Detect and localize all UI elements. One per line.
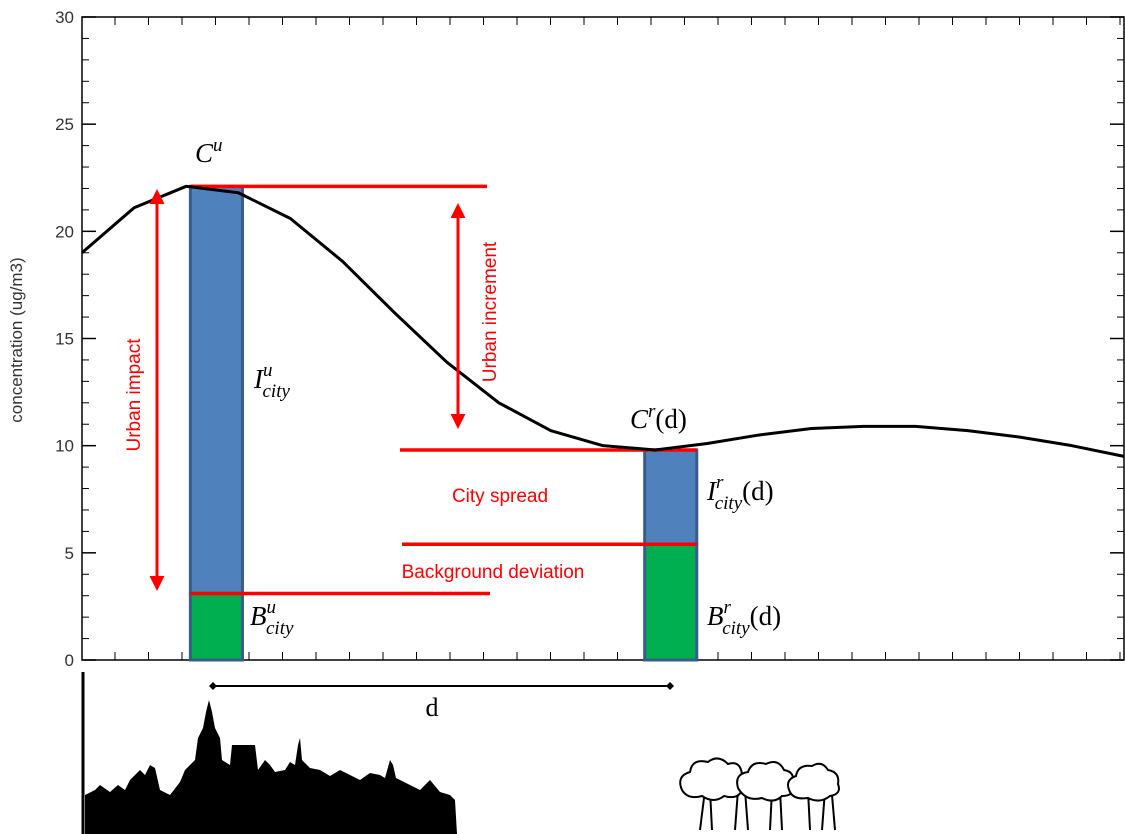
annotation: Urban impact: [124, 338, 145, 452]
trees: [679, 757, 840, 831]
bar-segment: [188, 184, 244, 596]
label-suffix: (d): [750, 601, 781, 631]
annotation: City spread: [452, 486, 548, 507]
label-sup: r: [716, 472, 724, 493]
math-label: Cr(d): [630, 401, 687, 434]
label-suffix: (d): [742, 476, 773, 506]
bar-segment: [643, 448, 699, 546]
math-label: Ir city(d): [706, 472, 774, 514]
plot-area: 0 5 10 15 20 25 30: [55, 8, 1125, 670]
label-sub: city: [715, 493, 743, 514]
label-base: B: [250, 601, 267, 631]
y-tick-label: 5: [65, 544, 74, 563]
label-base: C: [195, 138, 214, 168]
y-tick-label: 0: [65, 651, 74, 670]
label-sub: city: [266, 618, 294, 639]
label-sup: u: [263, 360, 273, 381]
label-base: I: [253, 364, 265, 394]
y-tick-label: 25: [55, 115, 74, 134]
annotation: Urban increment: [480, 241, 501, 382]
y-tick-label: 15: [55, 330, 74, 349]
label-sub: city: [263, 381, 291, 402]
distance-label: d: [426, 693, 439, 722]
label-sup: u: [267, 597, 277, 618]
annotation: Background deviation: [402, 562, 585, 583]
y-tick-label: 30: [55, 8, 74, 27]
math-label: Bu city: [250, 597, 294, 639]
label-base: I: [706, 476, 718, 506]
label-sup: r: [648, 401, 656, 422]
label-sub: city: [722, 618, 750, 639]
label-sup: r: [724, 597, 732, 618]
label-suffix: (d): [655, 404, 686, 434]
curve: [81, 184, 1125, 458]
plot-frame: [81, 16, 1125, 661]
y-axis-label: concentration (ug/m3): [7, 257, 26, 422]
label-sup: u: [213, 135, 223, 156]
math-label: Cu: [195, 135, 223, 168]
y-tick-label: 20: [55, 222, 74, 241]
math-label: Iu city: [253, 360, 290, 402]
math-label: Br city(d): [707, 597, 781, 639]
bar-segment: [643, 542, 699, 662]
city-skyline: [85, 700, 457, 834]
y-tick-label: 10: [55, 437, 74, 456]
bar-segment: [188, 592, 244, 662]
label-base: C: [630, 404, 649, 434]
label-base: B: [707, 601, 724, 631]
